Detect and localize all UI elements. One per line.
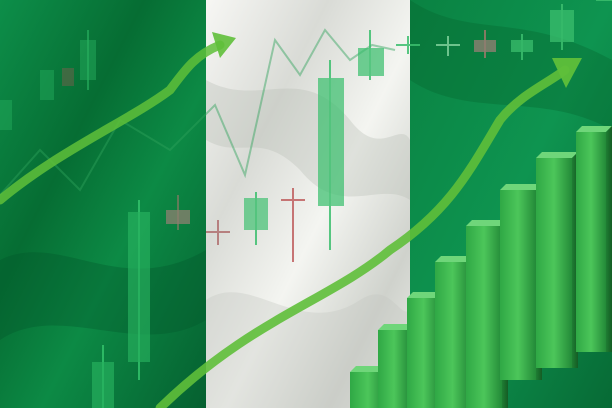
- bar: [536, 152, 578, 368]
- line-graph: [0, 28, 396, 196]
- flag-left-green-stripe: [0, 0, 206, 408]
- fabric-fold: [410, 0, 612, 130]
- candle-body: [166, 210, 190, 224]
- fabric-fold: [206, 80, 410, 200]
- bar: [435, 256, 476, 408]
- candle-body: [128, 212, 150, 362]
- candle-body: [40, 70, 54, 100]
- bar: [500, 184, 542, 380]
- bar-chart-3d: [350, 126, 612, 408]
- candle-body: [62, 68, 74, 86]
- bar: [576, 126, 612, 352]
- candle-body: [80, 40, 96, 80]
- candle-body: [244, 198, 268, 230]
- growth-arrow-right: [155, 58, 582, 408]
- fabric-fold: [0, 250, 206, 340]
- candle-body: [358, 48, 384, 76]
- candle-body: [92, 362, 114, 408]
- arrow-head-icon: [552, 58, 582, 88]
- candle-body: [0, 100, 12, 130]
- candle-body: [318, 78, 344, 206]
- arrow-head-icon: [212, 32, 236, 58]
- growth-arrow-left: [0, 32, 236, 205]
- candle-body: [511, 40, 533, 52]
- candle-body: [550, 10, 574, 42]
- candle-body: [474, 40, 496, 52]
